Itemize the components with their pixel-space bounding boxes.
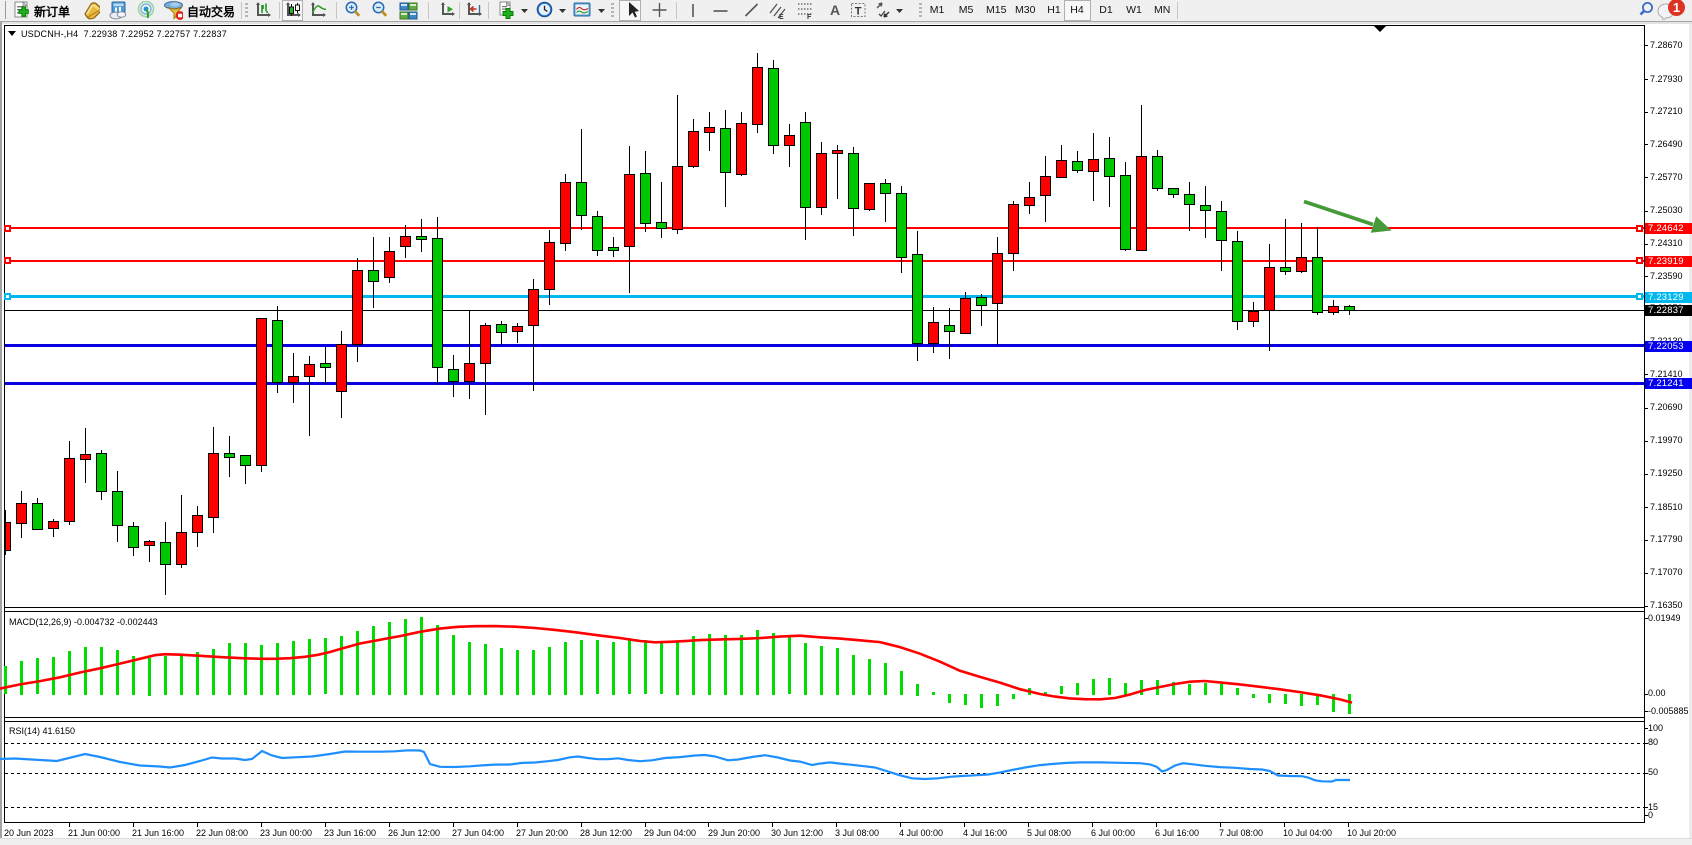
- svg-text:T: T: [855, 6, 862, 18]
- svg-text:F: F: [807, 14, 812, 20]
- svg-text:E: E: [779, 14, 784, 20]
